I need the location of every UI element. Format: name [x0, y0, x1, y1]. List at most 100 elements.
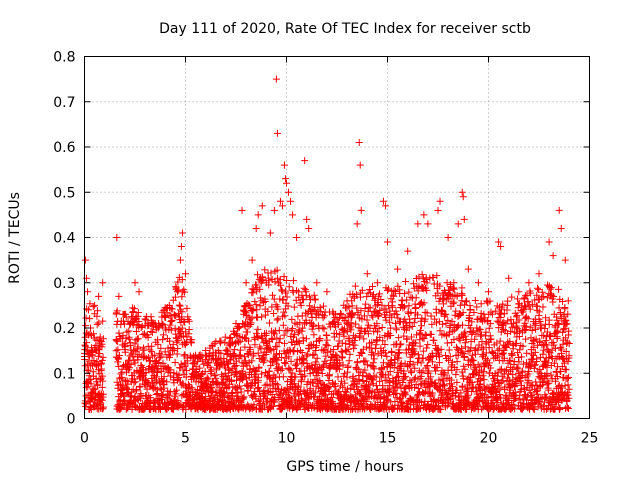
data-point [407, 333, 415, 341]
data-point [311, 389, 319, 397]
data-point [542, 314, 550, 322]
data-point [357, 307, 365, 315]
data-point [482, 349, 490, 357]
data-point [341, 379, 349, 387]
data-point [542, 337, 550, 345]
data-point [477, 300, 485, 308]
data-point [347, 322, 355, 330]
data-point [381, 402, 389, 410]
data-point [290, 303, 298, 311]
data-point [565, 327, 573, 335]
data-point [415, 388, 423, 396]
data-points [80, 75, 573, 413]
data-point [397, 359, 405, 367]
data-point [231, 346, 239, 354]
data-point [185, 317, 193, 325]
data-point [495, 345, 503, 353]
data-point [309, 321, 317, 329]
data-point [166, 337, 174, 345]
data-point [334, 319, 342, 327]
data-point [506, 356, 514, 364]
data-point [170, 346, 178, 354]
data-point [160, 373, 168, 381]
data-point [298, 349, 306, 357]
data-point [114, 346, 122, 354]
data-point [462, 335, 470, 343]
data-point [433, 363, 441, 371]
data-point [276, 281, 284, 289]
data-point [453, 378, 461, 386]
data-point [391, 359, 399, 367]
data-point [554, 372, 562, 380]
data-point [395, 348, 403, 356]
data-point [178, 293, 186, 301]
data-point [274, 381, 282, 389]
data-point [329, 379, 337, 387]
data-point [90, 357, 98, 365]
data-point [222, 347, 230, 355]
data-point [394, 314, 402, 322]
data-point [519, 395, 527, 403]
data-point [407, 367, 415, 375]
data-point [433, 319, 441, 327]
data-point [454, 323, 462, 331]
data-point [518, 353, 526, 361]
data-point [236, 346, 244, 354]
data-point [171, 359, 179, 367]
data-point [467, 344, 475, 352]
data-point [494, 346, 502, 354]
data-point [393, 368, 401, 376]
data-point [422, 275, 430, 283]
data-point [412, 294, 420, 302]
data-point [151, 351, 159, 359]
data-point [366, 381, 374, 389]
data-point [114, 337, 122, 345]
data-point [486, 332, 494, 340]
data-point [557, 368, 565, 376]
y-tick-label: 0 [67, 412, 76, 428]
data-point [144, 353, 152, 361]
data-point [495, 238, 503, 246]
data-point [217, 349, 225, 357]
data-point [134, 356, 142, 364]
data-point [496, 337, 504, 345]
data-point [310, 350, 318, 358]
data-point [356, 293, 364, 301]
data-point [523, 396, 531, 404]
data-point [283, 276, 291, 284]
data-point [373, 328, 381, 336]
data-point [261, 297, 269, 305]
data-point [381, 202, 389, 210]
data-point [555, 206, 563, 214]
data-point [118, 365, 126, 373]
data-point [301, 157, 309, 165]
data-point [262, 329, 270, 337]
data-point [181, 318, 189, 326]
data-point [485, 344, 493, 352]
data-point [476, 326, 484, 334]
data-point [348, 302, 356, 310]
data-point [84, 288, 92, 296]
data-point [225, 340, 233, 348]
data-point [120, 341, 128, 349]
data-point [338, 354, 346, 362]
data-point [538, 288, 546, 296]
data-point [205, 350, 213, 358]
data-point [536, 337, 544, 345]
data-point [238, 206, 246, 214]
data-point [338, 339, 346, 347]
data-point [519, 342, 527, 350]
data-point [362, 398, 370, 406]
data-point [340, 332, 348, 340]
data-point [98, 340, 106, 348]
data-point [545, 379, 553, 387]
axis-ticks: 0 0.1 0.2 0.3 0.4 0.5 0.6 0.7 0.8 0 5 10 15 20 25 [53, 50, 598, 447]
data-point [275, 338, 283, 346]
data-point [467, 338, 475, 346]
data-point [322, 341, 330, 349]
data-point [549, 252, 557, 260]
data-point [93, 312, 101, 320]
data-point [429, 352, 437, 360]
data-point [565, 385, 573, 393]
data-point [157, 351, 165, 359]
